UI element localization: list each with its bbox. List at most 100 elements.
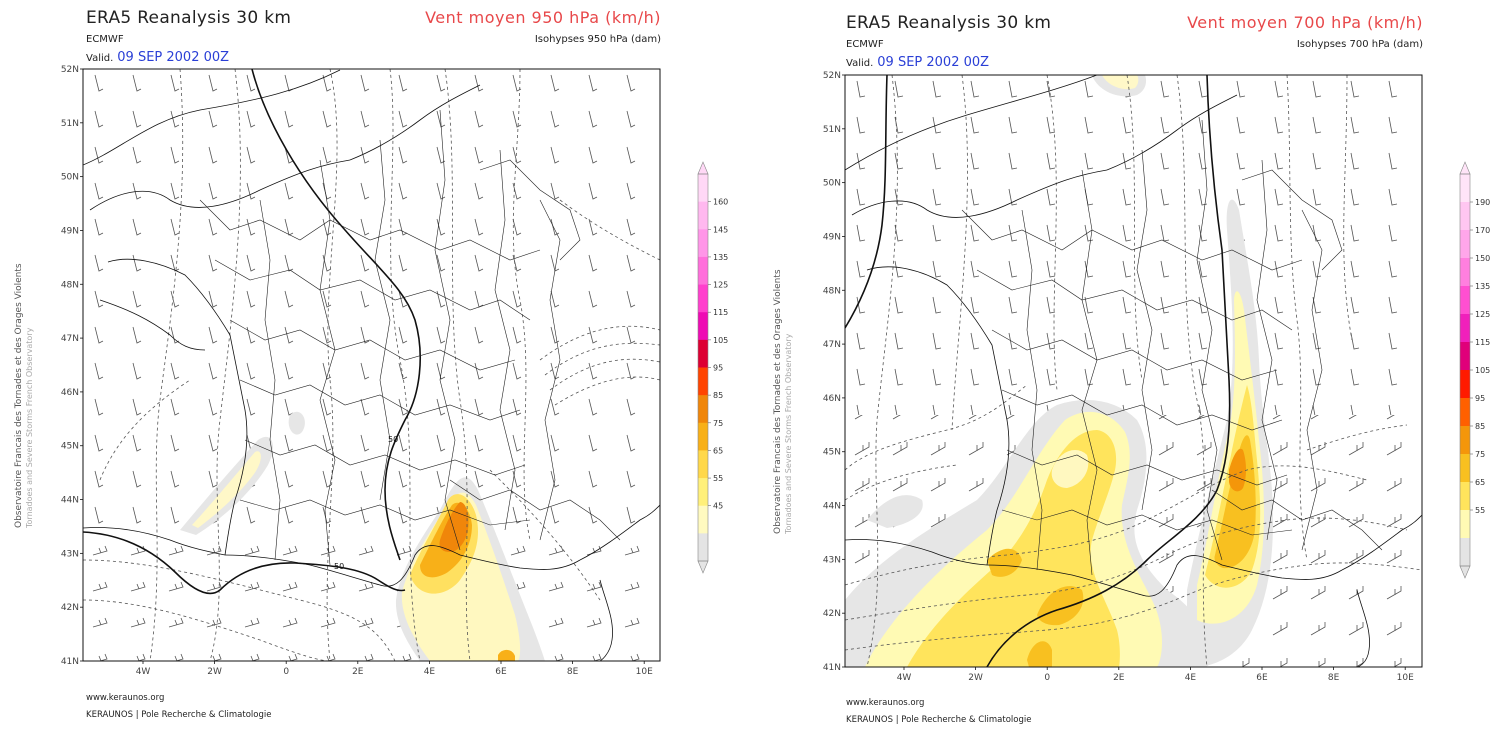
panel-title: ERA5 Reanalysis 30 km bbox=[846, 13, 1052, 33]
lon-label: 0 bbox=[1044, 673, 1050, 683]
map-950hpa: 50 50 bbox=[61, 65, 728, 677]
contour-label: 50 bbox=[334, 562, 344, 571]
lat-label: 49N bbox=[823, 232, 841, 242]
footer-org: KERAUNOS | Pole Recherche & Climatologie bbox=[846, 715, 1032, 725]
colorbar-segment bbox=[698, 367, 708, 396]
colorbar-segment bbox=[1460, 174, 1470, 203]
colorbar-segment bbox=[698, 422, 708, 451]
lat-label: 46N bbox=[61, 388, 79, 398]
colorbar-segment bbox=[1460, 286, 1470, 315]
lat-label: 43N bbox=[823, 555, 841, 565]
valid-label: Valid. bbox=[86, 53, 114, 64]
colorbar-label: 170 bbox=[1475, 226, 1490, 235]
field-title: Vent moyen 950 hPa (km/h) bbox=[425, 8, 661, 27]
lon-label: 2W bbox=[968, 673, 983, 683]
panel-title: ERA5 Reanalysis 30 km bbox=[86, 8, 292, 28]
colorbar-label: 55 bbox=[1475, 506, 1485, 515]
lat-label: 42N bbox=[61, 603, 79, 613]
colorbar-segment bbox=[1460, 258, 1470, 287]
colorbar-label: 135 bbox=[1475, 282, 1490, 291]
colorbar: 160 145 135 125 115 105 95 85 75 65 55 45 bbox=[697, 161, 728, 574]
panel-950hpa: ERA5 Reanalysis 30 km ECMWF Valid. 09 SEP… bbox=[14, 8, 728, 720]
colorbar-label: 105 bbox=[1475, 366, 1490, 375]
colorbar-label: 135 bbox=[713, 253, 728, 262]
coastline bbox=[845, 75, 1422, 667]
coastline bbox=[83, 69, 660, 661]
colorbar-top-arrow bbox=[697, 161, 709, 175]
contour-label: 50 bbox=[388, 435, 398, 444]
colorbar-label: 115 bbox=[713, 308, 728, 317]
lat-label: 44N bbox=[61, 496, 79, 506]
colorbar-segment bbox=[1460, 398, 1470, 427]
colorbar-segment bbox=[1460, 370, 1470, 399]
footer-org: KERAUNOS | Pole Recherche & Climatologie bbox=[86, 710, 272, 720]
field-title: Vent moyen 700 hPa (km/h) bbox=[1187, 13, 1423, 32]
colorbar-segment bbox=[698, 174, 708, 203]
lat-label: 42N bbox=[823, 609, 841, 619]
lon-label: 4W bbox=[897, 673, 912, 683]
lon-axis: 4W 2W 0 2E 4E 6E 8E 10E bbox=[136, 661, 653, 677]
colorbar: 190 170 150 135 125 115 105 95 85 75 65 55 bbox=[1459, 161, 1490, 579]
valid-date: 09 SEP 2002 00Z bbox=[877, 55, 990, 70]
colorbar-label: 85 bbox=[1475, 422, 1485, 431]
lon-label: 10E bbox=[1397, 673, 1414, 683]
valid-line: Valid. 09 SEP 2002 00Z bbox=[846, 55, 989, 70]
lat-label: 51N bbox=[61, 119, 79, 129]
lon-label: 2W bbox=[207, 667, 222, 677]
lat-label: 52N bbox=[823, 71, 841, 81]
colorbar-segment bbox=[698, 256, 708, 286]
lon-label: 6E bbox=[495, 667, 507, 677]
colorbar-label: 65 bbox=[1475, 478, 1485, 487]
lon-label: 2E bbox=[1113, 673, 1125, 683]
colorbar-segment bbox=[1460, 342, 1470, 371]
colorbar-label: 95 bbox=[1475, 394, 1485, 403]
colorbar-segment bbox=[1460, 314, 1470, 343]
lat-label: 51N bbox=[823, 125, 841, 135]
colorbar-segment bbox=[1460, 538, 1470, 567]
colorbar-segment bbox=[1460, 454, 1470, 483]
colorbar-label: 45 bbox=[713, 502, 723, 511]
colorbar-segment bbox=[1460, 482, 1470, 511]
lat-label: 47N bbox=[61, 334, 79, 344]
map-body bbox=[845, 75, 1422, 667]
colorbar-label: 125 bbox=[713, 281, 728, 290]
colorbar-label: 85 bbox=[713, 391, 723, 400]
lat-label: 50N bbox=[61, 173, 79, 183]
isohypse-label: Isohypses 700 hPa (dam) bbox=[1296, 39, 1423, 50]
colorbar-segment bbox=[698, 284, 708, 313]
lon-label: 4E bbox=[424, 667, 436, 677]
lon-label: 0 bbox=[283, 667, 289, 677]
colorbar-segment bbox=[698, 229, 708, 258]
map-700hpa: 52N 51N 50N 49N 48N 47N 46N 45N 44N 43N 42N 41N 4W 2… bbox=[823, 71, 1490, 683]
source-label: ECMWF bbox=[86, 34, 124, 45]
colorbar-label: 75 bbox=[713, 419, 723, 428]
colorbar-segment bbox=[698, 201, 708, 230]
lat-label: 50N bbox=[823, 179, 841, 189]
lat-label: 45N bbox=[823, 448, 841, 458]
lat-label: 47N bbox=[823, 340, 841, 350]
lat-label: 48N bbox=[61, 280, 79, 290]
lat-label: 44N bbox=[823, 502, 841, 512]
footer-url[interactable]: www.keraunos.org bbox=[846, 698, 925, 708]
colorbar-segment bbox=[698, 533, 708, 562]
colorbar-segment bbox=[1460, 202, 1470, 231]
department-borders bbox=[961, 119, 1383, 576]
source-label: ECMWF bbox=[846, 39, 884, 50]
lon-label: 2E bbox=[352, 667, 364, 677]
colorbar-label: 190 bbox=[1475, 198, 1490, 207]
valid-label: Valid. bbox=[846, 58, 874, 69]
footer-url[interactable]: www.keraunos.org bbox=[86, 693, 165, 703]
colorbar-segment bbox=[698, 395, 708, 424]
colorbar-segment bbox=[698, 312, 708, 341]
lon-label: 8E bbox=[567, 667, 579, 677]
colorbar-label: 55 bbox=[713, 474, 723, 483]
lon-label: 10E bbox=[636, 667, 653, 677]
lat-label: 48N bbox=[823, 286, 841, 296]
lat-axis: 52N 51N 50N 49N 48N 47N 46N 45N 44N 43N 42N 41N bbox=[823, 71, 845, 673]
map-frame bbox=[82, 68, 661, 662]
valid-line: Valid. 09 SEP 2002 00Z bbox=[86, 50, 229, 65]
contour-50 bbox=[83, 69, 421, 595]
panel-700hpa: ERA5 Reanalysis 30 km ECMWF Valid. 09 SEP… bbox=[747, 0, 1494, 738]
colorbar-segment bbox=[1460, 510, 1470, 539]
colorbar-label: 145 bbox=[713, 225, 728, 234]
